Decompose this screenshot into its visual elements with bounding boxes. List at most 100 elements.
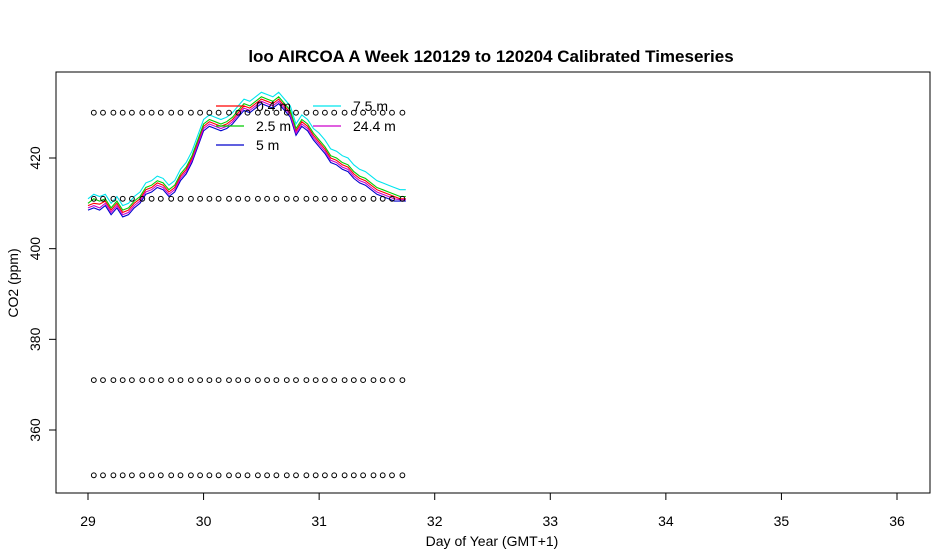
- calibration-point: [139, 109, 146, 116]
- x-axis-label: Day of Year (GMT+1): [426, 533, 559, 549]
- calibration-point: [129, 377, 135, 384]
- calibration-point: [360, 195, 367, 202]
- calibration-point: [341, 195, 348, 202]
- calibration-point: [168, 195, 175, 202]
- calibration-point: [322, 472, 328, 479]
- calibration-point: [226, 195, 232, 202]
- calibration-point: [283, 377, 290, 384]
- calibration-point: [360, 377, 367, 384]
- calibration-point: [157, 195, 164, 202]
- calibration-point: [148, 472, 155, 479]
- calibration-point: [331, 472, 338, 479]
- x-tick-label: 33: [542, 513, 558, 529]
- calibration-point: [177, 377, 184, 384]
- calibration-point: [322, 377, 328, 384]
- calibration-point: [389, 109, 395, 116]
- calibration-point: [110, 195, 117, 202]
- legend-label-1: 2.5 m: [256, 118, 291, 134]
- calibration-point: [148, 195, 155, 202]
- calibration-point: [303, 195, 310, 202]
- calibration-point: [350, 109, 357, 116]
- calibration-point: [264, 195, 271, 202]
- calibration-point: [177, 472, 184, 479]
- calibration-point: [168, 377, 175, 384]
- y-axis-label: CO2 (ppm): [5, 248, 21, 317]
- series-layer: [87, 91, 406, 218]
- calibration-point: [399, 195, 406, 202]
- calibration-point: [188, 472, 194, 479]
- x-tick-label: 35: [774, 513, 790, 529]
- calibration-point: [119, 472, 126, 479]
- calibration-point: [312, 109, 319, 116]
- x-tick-label: 36: [889, 513, 905, 529]
- calibration-point: [177, 109, 184, 116]
- x-tick-label: 34: [658, 513, 674, 529]
- calibration-point: [90, 195, 97, 202]
- calibration-point: [341, 377, 348, 384]
- calibration-point: [244, 377, 251, 384]
- calibration-point: [206, 472, 213, 479]
- calibration-point: [331, 195, 338, 202]
- calibration-point: [350, 377, 357, 384]
- calibration-point: [110, 472, 117, 479]
- calibration-point: [235, 377, 242, 384]
- calibration-point: [370, 377, 377, 384]
- calibration-point: [119, 195, 126, 202]
- calibration-point: [148, 109, 155, 116]
- calibration-point: [273, 472, 280, 479]
- legend-label-3: 7.5 m: [353, 98, 388, 114]
- calibration-point: [389, 472, 395, 479]
- calibration-point: [188, 195, 194, 202]
- calibration-point: [206, 195, 213, 202]
- calibration-point: [293, 195, 299, 202]
- calibration-point: [331, 377, 338, 384]
- calibration-point: [360, 472, 367, 479]
- calibration-point: [177, 195, 184, 202]
- calibration-point: [293, 472, 299, 479]
- series-line-2: [87, 102, 406, 218]
- legend-label-0: 0.4 m: [256, 98, 291, 114]
- calibration-point: [110, 377, 117, 384]
- calibration-point: [197, 377, 204, 384]
- calibration-point: [235, 472, 242, 479]
- y-tick-label: 380: [27, 327, 43, 351]
- y-tick-label: 360: [27, 418, 43, 442]
- plot-frame: [55, 71, 931, 494]
- calibration-point: [197, 109, 204, 116]
- calibration-point: [157, 109, 164, 116]
- series-line-3: [87, 91, 406, 207]
- calibration-point: [264, 472, 271, 479]
- calibration-point: [264, 377, 271, 384]
- chart-title: loo AIRCOA A Week 120129 to 120204 Calib…: [248, 47, 733, 66]
- calibration-point: [312, 377, 319, 384]
- calibration-point: [129, 195, 135, 202]
- calibration-point: [244, 109, 251, 116]
- calibration-point: [197, 472, 204, 479]
- calibration-point: [341, 472, 348, 479]
- calibration-point: [226, 109, 232, 116]
- calibration-point: [255, 195, 261, 202]
- calibration-point: [283, 472, 290, 479]
- calibration-point: [399, 109, 406, 116]
- calibration-point: [168, 109, 175, 116]
- calibration-point: [255, 472, 261, 479]
- calibration-point: [293, 109, 299, 116]
- legend: 0.4 m 2.5 m 5 m 7.5 m 24.4 m: [216, 98, 396, 153]
- calibration-point: [197, 195, 204, 202]
- calibration-point: [303, 472, 310, 479]
- calibration-point: [139, 472, 146, 479]
- calibration-point: [226, 377, 232, 384]
- calibration-point: [148, 377, 155, 384]
- calibration-point: [157, 472, 164, 479]
- calibration-point: [90, 472, 97, 479]
- x-axis: 29 30 31 32 33 34 35 36: [80, 492, 905, 529]
- legend-label-4: 24.4 m: [353, 118, 396, 134]
- calibration-point: [100, 472, 106, 479]
- calibration-point: [157, 377, 164, 384]
- calibration-point: [129, 472, 135, 479]
- x-tick-label: 29: [80, 513, 96, 529]
- legend-label-2: 5 m: [256, 137, 279, 153]
- calibration-point: [139, 195, 146, 202]
- calibration-point: [215, 195, 222, 202]
